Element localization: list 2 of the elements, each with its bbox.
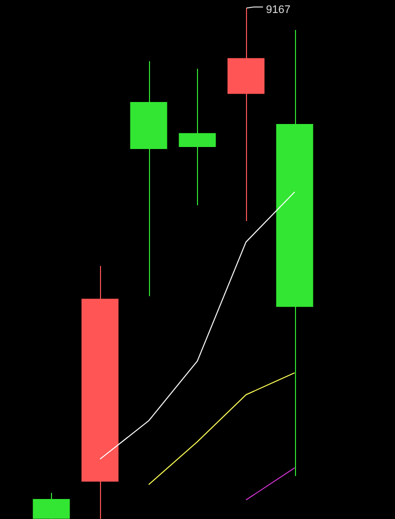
annotation: 9167 xyxy=(266,4,290,16)
candlestick xyxy=(178,68,216,206)
